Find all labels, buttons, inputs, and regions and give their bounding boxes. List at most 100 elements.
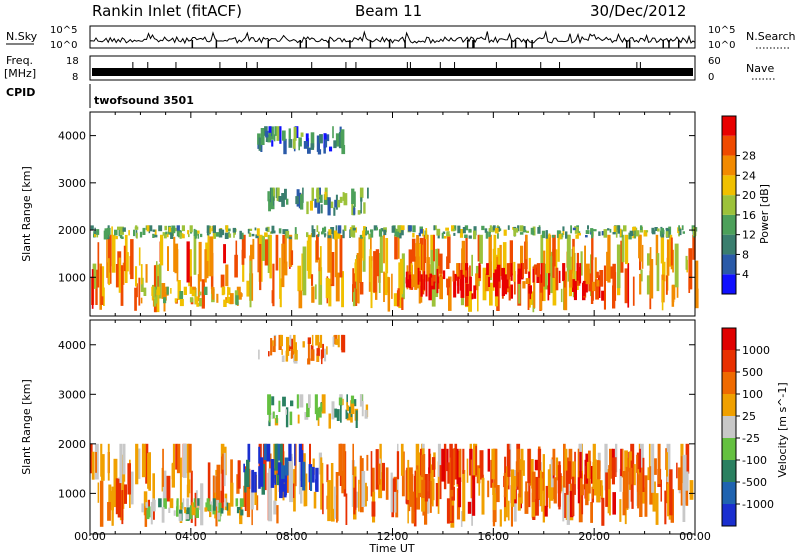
velocity-cell bbox=[145, 443, 149, 484]
power-cell bbox=[445, 227, 449, 231]
velocity-cell bbox=[345, 493, 348, 525]
power-cell bbox=[342, 192, 345, 201]
velocity-colorbar: 1000 500 100 25 -25 -100 -500 -1000 bbox=[721, 327, 774, 527]
velocity-cell bbox=[310, 349, 315, 361]
power-cell bbox=[213, 231, 216, 239]
velocity-cell bbox=[306, 403, 310, 418]
velocity-cell bbox=[391, 478, 396, 506]
power-cell bbox=[306, 232, 309, 238]
power-cell bbox=[656, 253, 660, 292]
velocity-cell bbox=[319, 334, 323, 348]
power-cell bbox=[265, 227, 268, 231]
power-cell bbox=[598, 231, 601, 236]
power-cell bbox=[364, 227, 366, 231]
power-cell bbox=[322, 227, 326, 233]
power-cell bbox=[682, 231, 685, 234]
power-cell bbox=[338, 132, 342, 149]
velocity-cell bbox=[163, 498, 167, 509]
power-colorbar: 4 8 12 16 20 24 28 bbox=[721, 115, 756, 295]
power-cell bbox=[160, 234, 164, 266]
velocity-cell bbox=[307, 358, 311, 365]
power-cell bbox=[362, 234, 364, 261]
velocity-cell bbox=[598, 480, 603, 496]
velocity-cell bbox=[326, 346, 328, 355]
power-cell bbox=[494, 228, 499, 234]
power-cell bbox=[645, 230, 649, 233]
power-cell bbox=[284, 188, 287, 200]
velocity-cell bbox=[244, 469, 247, 493]
velocity-cell bbox=[446, 498, 450, 524]
velocity-cell bbox=[221, 456, 225, 503]
power-cell bbox=[267, 234, 271, 273]
velocity-cell bbox=[544, 505, 548, 517]
velocity-cell bbox=[123, 484, 127, 504]
power-cell bbox=[335, 133, 340, 147]
velocity-cell bbox=[475, 445, 477, 476]
velocity-cell bbox=[277, 443, 280, 461]
velocity-cell bbox=[605, 472, 608, 507]
power-cell bbox=[591, 229, 594, 239]
velocity-colorbar-tick-label: -500 bbox=[742, 476, 767, 489]
power-cell bbox=[211, 286, 214, 294]
power-cell bbox=[481, 225, 485, 231]
power-cell bbox=[632, 276, 635, 306]
power-cell bbox=[652, 230, 656, 235]
velocity-cell bbox=[221, 453, 225, 470]
velocity-cell bbox=[122, 443, 126, 475]
power-cell bbox=[433, 225, 436, 231]
power-cell bbox=[522, 263, 524, 279]
power-cell bbox=[592, 281, 596, 292]
velocity-cell bbox=[290, 348, 295, 359]
power-cell bbox=[625, 234, 629, 265]
power-cell bbox=[552, 234, 556, 262]
power-cell bbox=[158, 225, 163, 232]
power-cell bbox=[324, 139, 328, 148]
power-cell bbox=[408, 225, 412, 232]
power-cell bbox=[522, 281, 526, 289]
power-cell bbox=[281, 193, 285, 207]
power-cell bbox=[135, 266, 138, 287]
power-cell bbox=[510, 273, 513, 281]
power-colorbar-swatch bbox=[722, 274, 736, 294]
power-cell bbox=[420, 228, 423, 234]
power-cell bbox=[143, 287, 147, 296]
nave-tick-top: 60 bbox=[708, 56, 721, 67]
power-cell bbox=[354, 259, 357, 282]
power-cell bbox=[162, 232, 165, 236]
power-cell bbox=[596, 271, 599, 279]
power-cell bbox=[284, 234, 287, 266]
power-cell bbox=[418, 271, 422, 282]
power-cell bbox=[497, 232, 499, 239]
velocity-cell bbox=[361, 471, 366, 507]
velocity-cell bbox=[578, 473, 583, 523]
velocity-cell bbox=[503, 472, 507, 498]
power-colorbar-tick-label: 20 bbox=[742, 189, 756, 202]
power-cell bbox=[370, 229, 374, 238]
velocity-cell bbox=[285, 409, 287, 415]
power-cell bbox=[336, 232, 341, 239]
station-title: Rankin Inlet (fitACF) bbox=[92, 2, 242, 20]
power-cell bbox=[329, 146, 333, 152]
power-cell bbox=[665, 231, 669, 238]
power-cell bbox=[591, 286, 594, 301]
velocity-cell bbox=[176, 500, 178, 510]
velocity-cell bbox=[182, 498, 185, 510]
velocity-cell bbox=[315, 334, 319, 346]
power-cell bbox=[405, 271, 410, 288]
power-cell bbox=[306, 240, 309, 271]
velocity-cell bbox=[553, 477, 557, 504]
velocity-cell bbox=[246, 479, 251, 518]
power-cell bbox=[241, 249, 245, 265]
velocity-cell bbox=[531, 492, 536, 517]
power-cell bbox=[206, 225, 210, 233]
power-cell bbox=[601, 231, 604, 236]
velocity-cell bbox=[185, 514, 190, 520]
power-cell bbox=[136, 283, 138, 298]
power-cell bbox=[229, 293, 234, 305]
power-cell bbox=[509, 284, 513, 299]
velocity-cell bbox=[515, 461, 518, 487]
velocity-cell bbox=[284, 469, 287, 496]
power-cell bbox=[265, 130, 269, 138]
velocity-cell bbox=[193, 498, 196, 508]
